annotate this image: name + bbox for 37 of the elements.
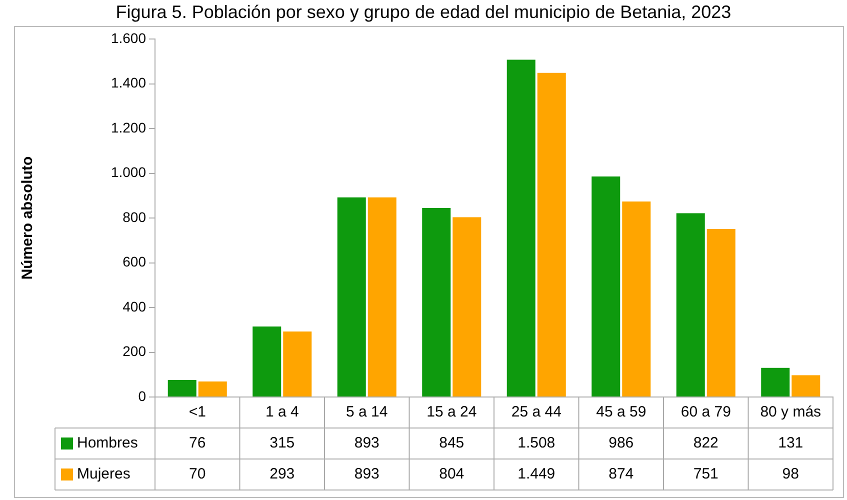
x-tick-label: 80 y más bbox=[760, 404, 822, 421]
y-tick-label: 200 bbox=[122, 343, 146, 360]
data-label: 845 bbox=[439, 434, 464, 452]
legend-label: Mujeres bbox=[77, 466, 130, 483]
data-label: 76 bbox=[189, 434, 206, 452]
legend-label: Hombres bbox=[77, 434, 138, 452]
y-tick-label: 0 bbox=[138, 388, 146, 404]
data-label: 804 bbox=[439, 466, 464, 483]
data-label: 98 bbox=[782, 466, 799, 483]
y-tick-label: 600 bbox=[122, 254, 146, 270]
x-tick-label: 25 a 44 bbox=[511, 404, 562, 421]
y-axis-title: Número absoluto bbox=[19, 156, 36, 280]
data-label: 315 bbox=[270, 434, 295, 452]
data-label: 1.449 bbox=[518, 466, 556, 483]
x-tick-label: <1 bbox=[188, 404, 206, 421]
x-tick-label: 45 a 59 bbox=[596, 404, 646, 421]
y-tick-label: 1.000 bbox=[110, 164, 146, 180]
chart-title: Figura 5. Población por sexo y grupo de edad del municipio de Betania, 2023 bbox=[114, 1, 732, 24]
data-label: 70 bbox=[189, 466, 206, 483]
y-tick-label: 1.400 bbox=[110, 74, 146, 91]
y-tick-label: 400 bbox=[122, 298, 146, 314]
x-tick-label: 15 a 24 bbox=[426, 404, 477, 421]
data-label: 893 bbox=[354, 434, 380, 452]
x-tick-label: 60 a 79 bbox=[680, 404, 731, 421]
y-tick-label: 800 bbox=[122, 208, 146, 225]
data-label: 1.508 bbox=[518, 434, 556, 452]
x-tick-label: 5 a 14 bbox=[346, 404, 388, 421]
y-tick-label: 1.200 bbox=[110, 119, 146, 136]
data-label: 874 bbox=[608, 466, 634, 483]
data-label: 293 bbox=[270, 466, 295, 483]
y-tick-label: 1.600 bbox=[110, 30, 146, 46]
data-label: 893 bbox=[354, 466, 380, 483]
data-label: 751 bbox=[693, 466, 718, 483]
x-tick-label: 1 a 4 bbox=[265, 404, 299, 421]
data-label: 822 bbox=[693, 434, 718, 452]
data-label: 986 bbox=[608, 434, 634, 452]
data-label: 131 bbox=[778, 434, 804, 452]
